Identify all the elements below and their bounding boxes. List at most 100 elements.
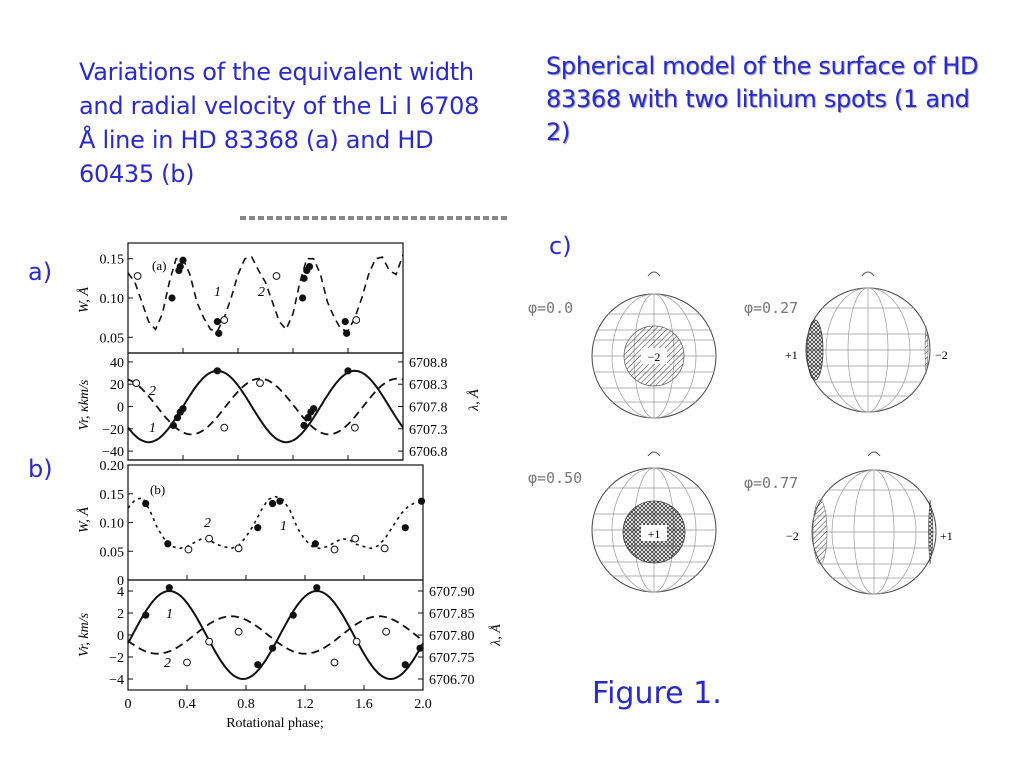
y-tick-label-right: 6707.85 bbox=[429, 607, 475, 622]
filled-point bbox=[268, 644, 277, 652]
panel-b-v-ylabel-right: λ, Å bbox=[488, 624, 504, 647]
filled-point bbox=[300, 274, 308, 282]
open-point bbox=[330, 545, 339, 554]
filled-point bbox=[179, 405, 187, 413]
y-tick-label: 40 bbox=[110, 356, 124, 371]
y-tick-label: 0 bbox=[117, 629, 124, 644]
open-point bbox=[382, 627, 391, 636]
y-tick-label-right: 6707.80 bbox=[429, 629, 475, 644]
y-tick-label: 0.10 bbox=[100, 517, 125, 532]
filled-point bbox=[142, 499, 150, 508]
filled-point bbox=[313, 584, 321, 592]
filled-point bbox=[344, 367, 352, 375]
y-tick-label-right: 6708.3 bbox=[409, 378, 448, 393]
slide-title-right: Spherical model of the surface of HD 833… bbox=[546, 52, 979, 146]
y-tick-label: 0.05 bbox=[100, 331, 125, 346]
open-point bbox=[351, 534, 360, 543]
sphere-models: −2 φ=0.0 +1 −2 φ=0.27 bbox=[528, 271, 953, 595]
y-tick-label: 4 bbox=[117, 585, 124, 600]
rotation-arrow-icon bbox=[861, 271, 875, 277]
filled-point bbox=[213, 317, 221, 326]
sphere-1-phi-label: φ=0.0 bbox=[528, 299, 573, 317]
open-point bbox=[352, 316, 361, 324]
y-tick-label-right: 6707.3 bbox=[409, 423, 448, 438]
filled-point bbox=[142, 611, 150, 619]
x-tick-label: 2.0 bbox=[414, 697, 432, 712]
sphere-2-spot-label-1: +1 bbox=[785, 348, 798, 362]
filled-point bbox=[341, 317, 349, 326]
y-tick-label: 0.15 bbox=[100, 253, 125, 268]
slide-title-left: Variations of the equivalent width and r… bbox=[79, 58, 480, 188]
y-tick-label: 20 bbox=[110, 378, 124, 393]
sphere-2-spot-label-2: −2 bbox=[935, 348, 948, 362]
filled-point bbox=[165, 584, 173, 592]
rotation-arrow-icon bbox=[647, 451, 661, 457]
panel-b-v-label-1: 1 bbox=[166, 607, 173, 622]
filled-point bbox=[173, 414, 182, 422]
filled-point bbox=[176, 262, 184, 271]
y-tick-label: 0.05 bbox=[100, 545, 125, 560]
x-tick-label: 1.2 bbox=[296, 697, 314, 712]
panel-b-frame bbox=[127, 464, 424, 691]
filled-point bbox=[416, 644, 424, 652]
filled-point bbox=[305, 262, 314, 271]
filled-point bbox=[289, 611, 297, 619]
sphere-4-spot-label-1: −2 bbox=[786, 529, 799, 543]
y-tick-label: −40 bbox=[102, 445, 124, 460]
open-point bbox=[220, 316, 229, 324]
open-point bbox=[133, 272, 142, 280]
open-point bbox=[256, 379, 264, 387]
open-point bbox=[132, 379, 141, 387]
sphere-4-spot-label-2: +1 bbox=[940, 529, 953, 543]
open-point bbox=[330, 658, 339, 667]
y-tick-label-right: 6707.75 bbox=[429, 651, 475, 666]
y-tick-label-right: 6707.8 bbox=[409, 401, 448, 416]
panel-label-a: a) bbox=[28, 258, 53, 286]
w-curve bbox=[127, 495, 423, 550]
filled-point bbox=[417, 497, 426, 505]
y-tick-label: 0.10 bbox=[100, 292, 125, 307]
vr-curve-dashed bbox=[127, 615, 424, 655]
panel-a-equivalent-width: (a) 1 2 W, Å bbox=[76, 258, 265, 313]
panel-b-w-ylabel: W, Å bbox=[76, 507, 92, 533]
chart-marks: 0.150.100.0540200−20−406708.86708.36707.… bbox=[100, 253, 475, 712]
figure-caption: Figure 1. bbox=[592, 676, 722, 711]
panel-a-frame bbox=[127, 216, 510, 461]
panel-a-tag: (a) bbox=[152, 258, 166, 273]
y-tick-label: 0.20 bbox=[100, 459, 125, 474]
sphere-phi-077: −2 +1 φ=0.77 bbox=[744, 451, 953, 595]
open-point bbox=[234, 627, 243, 636]
x-tick-label: 1.6 bbox=[355, 697, 373, 712]
open-point bbox=[183, 658, 191, 667]
open-point bbox=[272, 272, 281, 280]
y-tick-label: −20 bbox=[102, 423, 124, 438]
panel-b-tag: (b) bbox=[150, 482, 165, 497]
y-tick-label-right: 6706.8 bbox=[409, 445, 448, 460]
filled-point bbox=[300, 421, 308, 430]
y-tick-label-right: 6707.90 bbox=[429, 585, 475, 600]
filled-point bbox=[343, 329, 351, 337]
filled-point bbox=[401, 524, 409, 532]
filled-point bbox=[299, 294, 307, 302]
panel-a-v-ylabel-right: λ, Å bbox=[466, 389, 482, 412]
vr-curve-solid bbox=[127, 589, 424, 681]
panel-label-c: c) bbox=[549, 232, 572, 260]
filled-point bbox=[254, 661, 262, 669]
sphere-1-spot-label: −2 bbox=[648, 350, 661, 364]
filled-point bbox=[213, 367, 221, 375]
y-tick-label: 0.15 bbox=[100, 488, 125, 503]
panel-b-w-label-2: 2 bbox=[204, 516, 211, 531]
y-tick-label: 2 bbox=[117, 607, 124, 622]
filled-point bbox=[254, 524, 262, 532]
open-point bbox=[234, 544, 243, 553]
rotation-arrow-icon bbox=[647, 271, 661, 277]
panel-a-w-ylabel: W, Å bbox=[76, 287, 92, 313]
x-axis-title: Rotational phase; bbox=[226, 716, 324, 731]
filled-point bbox=[179, 256, 187, 264]
y-tick-label: 0 bbox=[117, 574, 124, 589]
filled-point bbox=[276, 497, 284, 505]
panel-b-w-label-1: 1 bbox=[280, 519, 287, 534]
filled-point bbox=[164, 540, 172, 548]
panel-label-b: b) bbox=[28, 455, 53, 483]
